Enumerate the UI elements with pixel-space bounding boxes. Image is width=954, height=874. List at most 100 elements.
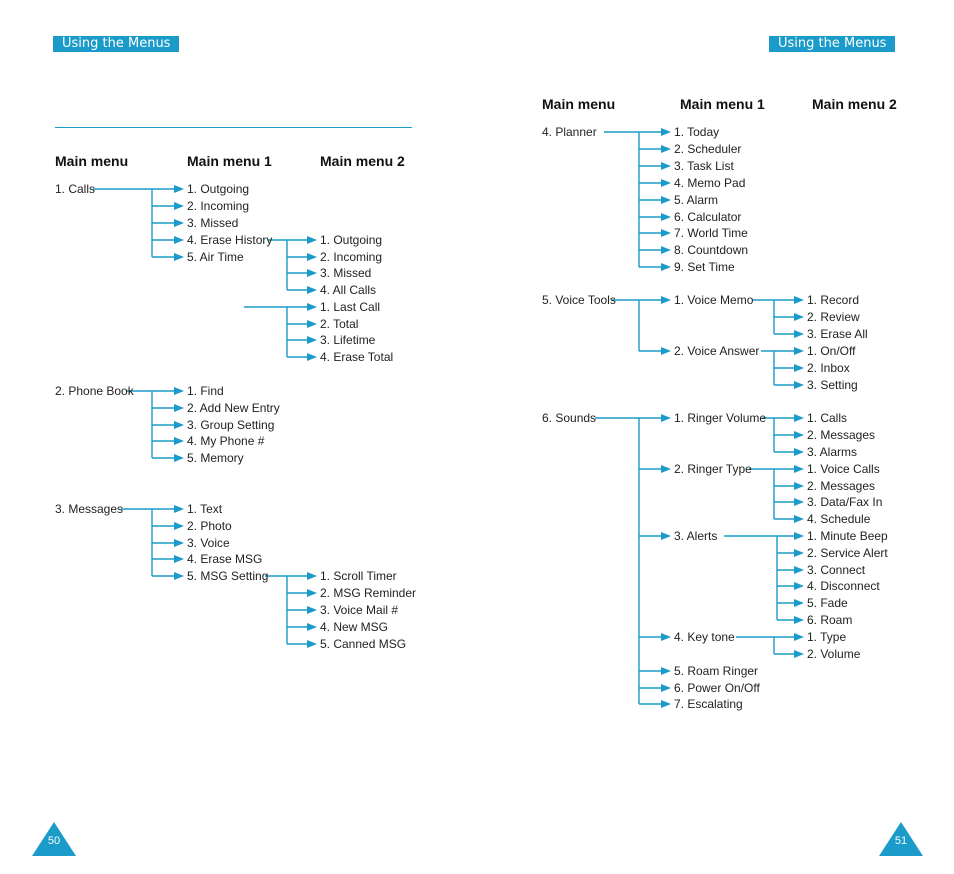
- arrow-head: [174, 505, 184, 513]
- arrow-head: [661, 684, 671, 692]
- menu-sounds-item: 7. Escalating: [674, 697, 743, 711]
- arrow-head: [661, 532, 671, 540]
- menu-planner-item: 5. Alarm: [674, 193, 719, 207]
- section-tag-right: Using the Menus: [769, 36, 896, 52]
- menu-alerts-item: 6. Roam: [807, 613, 853, 627]
- arrow-head: [794, 431, 804, 439]
- arrow-head: [794, 549, 804, 557]
- arrow-head: [794, 616, 804, 624]
- arrow-head: [661, 246, 671, 254]
- arrow-head: [307, 640, 317, 648]
- menu-voice-memo-item: 1. Record: [807, 293, 860, 307]
- menu-alerts-item: 4. Disconnect: [807, 579, 880, 593]
- menu-planner-item: 9. Set Time: [674, 260, 735, 274]
- arrow-head: [174, 387, 184, 395]
- menu-phone-book-item: 3. Group Setting: [187, 418, 275, 432]
- col-header-main-right: Main menu: [542, 96, 616, 112]
- arrow-head: [307, 589, 317, 597]
- arrow-head: [794, 482, 804, 490]
- arrow-head: [794, 465, 804, 473]
- arrow-head: [307, 269, 317, 277]
- menu-phone-book-item: 5. Memory: [187, 451, 244, 465]
- arrow-head: [661, 263, 671, 271]
- menu-erase-history-item: 2. Incoming: [320, 250, 383, 264]
- page-number-right: 51: [894, 835, 908, 847]
- arrow-head: [174, 437, 184, 445]
- arrow-head: [307, 336, 317, 344]
- menu-sounds-item: 1. Ringer Volume: [674, 411, 767, 425]
- col-header-sub2-right: Main menu 2: [812, 96, 897, 112]
- arrow-head: [174, 522, 184, 530]
- arrow-head: [174, 572, 184, 580]
- arrow-head: [794, 330, 804, 338]
- menu-messages-item: 2. Photo: [187, 519, 232, 533]
- arrow-head: [174, 421, 184, 429]
- menu-messages-item: 3. Voice: [187, 536, 230, 550]
- arrow-head: [307, 606, 317, 614]
- menu-messages-item: 1. Text: [187, 502, 223, 516]
- arrow-head: [794, 582, 804, 590]
- col-header-sub1-left: Main menu 1: [187, 153, 272, 169]
- arrow-head: [174, 454, 184, 462]
- arrow-head: [661, 667, 671, 675]
- arrow-head: [661, 162, 671, 170]
- arrow-head: [307, 353, 317, 361]
- menu-msg-setting-item: 5. Canned MSG: [320, 637, 407, 651]
- menu-calls: 1. Calls: [55, 182, 96, 196]
- col-header-sub1-right: Main menu 1: [680, 96, 765, 112]
- menu-msg-setting-item: 2. MSG Reminder: [320, 586, 417, 600]
- menu-msg-setting-item: 3. Voice Mail #: [320, 603, 399, 617]
- menu-planner-item: 7. World Time: [674, 226, 748, 240]
- menu-voice-tools: 5. Voice Tools: [542, 293, 616, 307]
- menu-planner-item: 4. Memo Pad: [674, 176, 746, 190]
- arrow-head: [307, 253, 317, 261]
- arrow-head: [794, 633, 804, 641]
- menu-messages-item: 5. MSG Setting: [187, 569, 269, 583]
- menu-ringer-volume-item: 3. Alarms: [807, 445, 858, 459]
- arrow-head: [794, 364, 804, 372]
- menu-alerts-item: 5. Fade: [807, 596, 848, 610]
- arrow-head: [174, 253, 184, 261]
- arrow-head: [661, 414, 671, 422]
- menu-sounds-item: 4. Key tone: [674, 630, 735, 644]
- arrow-head: [661, 296, 671, 304]
- menu-msg-setting-item: 4. New MSG: [320, 620, 389, 634]
- arrow-head: [307, 286, 317, 294]
- arrow-head: [794, 515, 804, 523]
- col-header-main-left: Main menu: [55, 153, 129, 169]
- menu-erase-history-item: 1. Outgoing: [320, 233, 383, 247]
- arrow-head: [174, 236, 184, 244]
- menu-planner: 4. Planner: [542, 125, 597, 139]
- arrow-head: [661, 213, 671, 221]
- arrow-head: [174, 539, 184, 547]
- menu-voice-memo-item: 3. Erase All: [807, 327, 868, 341]
- menu-planner-item: 3. Task List: [674, 159, 734, 173]
- arrow-head: [794, 498, 804, 506]
- menu-ringer-type-item: 4. Schedule: [807, 512, 871, 526]
- menu-key-tone-item: 2. Volume: [807, 647, 861, 661]
- menu-messages-item: 4. Erase MSG: [187, 552, 263, 566]
- menu-sounds-item: 3. Alerts: [674, 529, 718, 543]
- menu-calls-item: 4. Erase History: [187, 233, 273, 247]
- col-header-sub2-left: Main menu 2: [320, 153, 405, 169]
- menu-ringer-type-item: 3. Data/Fax In: [807, 495, 883, 509]
- menu-alerts-item: 1. Minute Beep: [807, 529, 888, 543]
- menu-air-time-item: 1. Last Call: [320, 300, 381, 314]
- arrow-head: [174, 185, 184, 193]
- menu-messages: 3. Messages: [55, 502, 124, 516]
- arrow-head: [307, 303, 317, 311]
- page-number-left: 50: [47, 835, 61, 847]
- menu-voice-answer-item: 1. On/Off: [807, 344, 856, 358]
- divider-rule: [55, 127, 412, 128]
- menu-ringer-volume-item: 1. Calls: [807, 411, 848, 425]
- menu-phone-book-item: 2. Add New Entry: [187, 401, 280, 415]
- arrow-head: [307, 623, 317, 631]
- menu-phone-book-item: 4. My Phone #: [187, 434, 265, 448]
- arrow-head: [794, 381, 804, 389]
- arrow-head: [307, 572, 317, 580]
- menu-phone-book-item: 1. Find: [187, 384, 224, 398]
- arrow-head: [661, 128, 671, 136]
- arrow-head: [794, 650, 804, 658]
- menu-air-time-item: 4. Erase Total: [320, 350, 394, 364]
- menu-phone-book: 2. Phone Book: [55, 384, 134, 398]
